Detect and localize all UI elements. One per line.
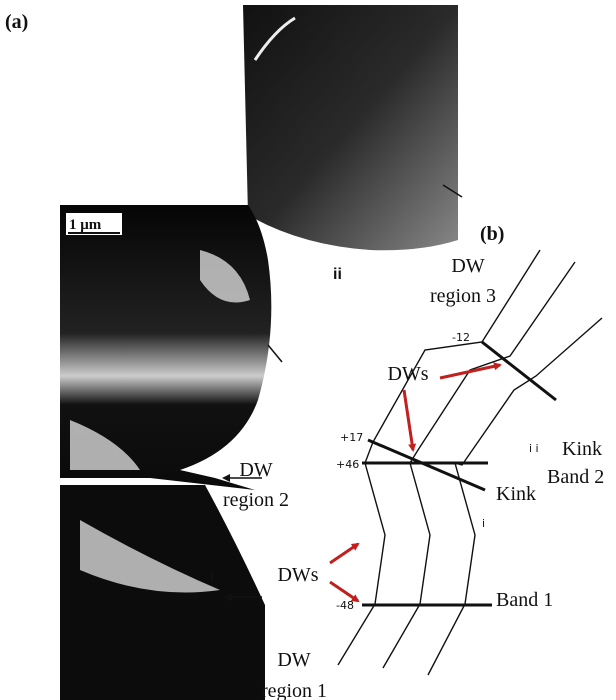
dw-arrow (404, 390, 413, 450)
marker-line (268, 345, 282, 362)
region-label: region 2 (223, 489, 289, 511)
region-label: DW (451, 255, 484, 277)
dw-arrow (440, 365, 500, 378)
angle-label: -48 (336, 599, 354, 612)
kink-label: Kink (496, 483, 536, 505)
dws-label: DWs (277, 564, 318, 586)
dw-arrow (330, 544, 358, 563)
kink-boundary (368, 440, 485, 490)
region-label: DW (239, 459, 272, 481)
dws-label: DWs (387, 363, 428, 385)
kink-label: Band 1 (496, 589, 553, 611)
angle-label: +17 (340, 431, 363, 444)
micrograph-ii (243, 5, 458, 250)
region-label: region 3 (430, 285, 496, 307)
angle-label: +46 (336, 458, 359, 471)
kink-label: Kink (562, 438, 602, 460)
panel-label: (a) (5, 11, 28, 33)
region-label: ii (333, 266, 342, 283)
kink-label: Band 2 (547, 466, 604, 488)
panel-label: (b) (480, 223, 504, 245)
angle-label: -12 (452, 331, 470, 344)
band-marker: i (482, 517, 485, 530)
region-label: i (210, 569, 214, 586)
kink-boundary (482, 342, 556, 400)
region-label: region 1 (261, 680, 327, 700)
scale-bar-label: 1 μm (69, 217, 102, 233)
micrograph-i-lower (60, 485, 265, 700)
region-label: DW (277, 649, 310, 671)
band-marker: i i (529, 442, 539, 455)
figure: (a) 1 μm ii i (b) DW region 3 DW region … (0, 0, 616, 700)
